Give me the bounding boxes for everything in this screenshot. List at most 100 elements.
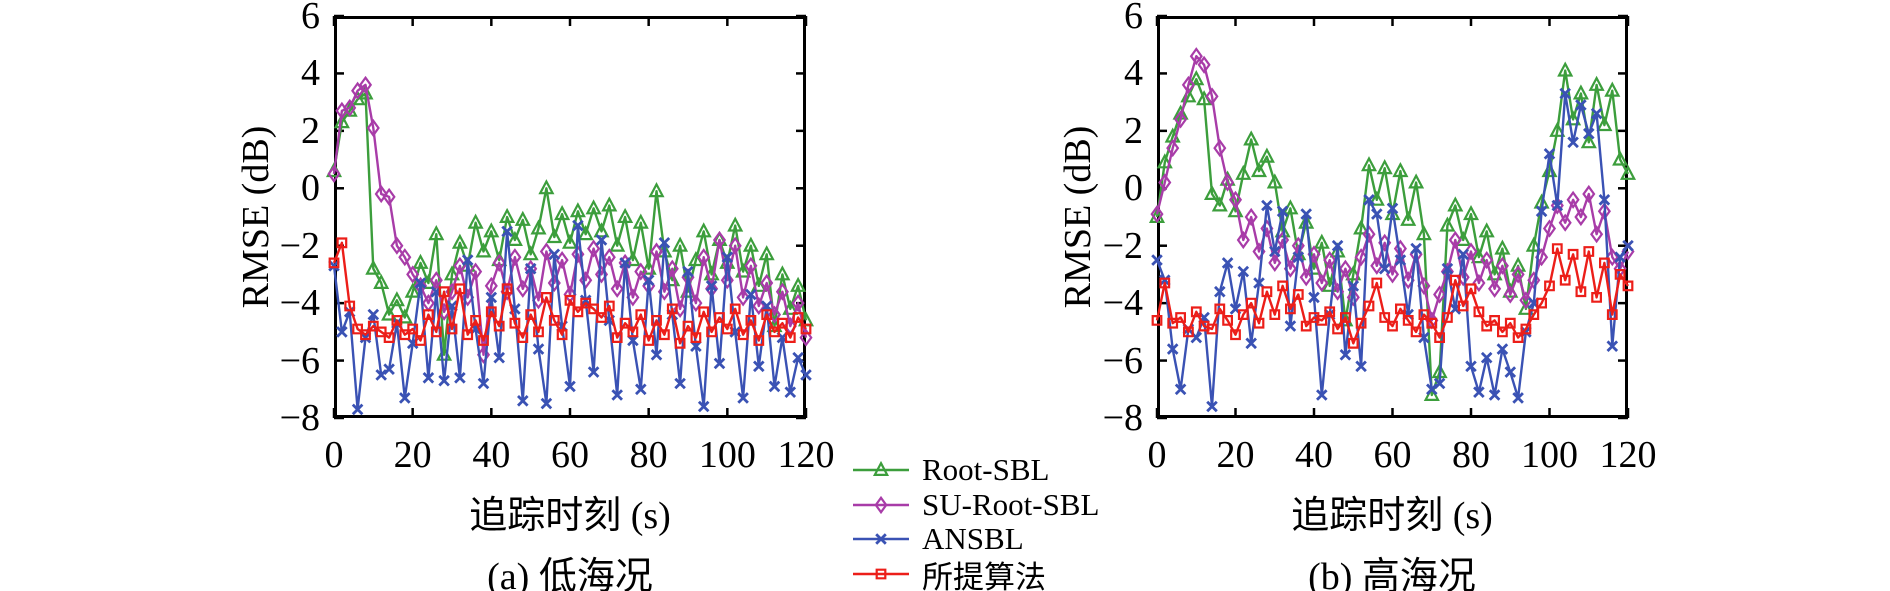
x-marker-icon: [1457, 248, 1469, 261]
square-marker-icon: [1245, 297, 1257, 309]
triangle-marker-icon: [1572, 84, 1589, 100]
y-tick-label: 2: [301, 109, 320, 152]
square-marker-icon: [446, 323, 458, 335]
square-marker-icon: [1598, 257, 1610, 269]
x-marker-icon: [1363, 194, 1375, 206]
x-marker-icon: [619, 257, 631, 269]
square-marker-icon: [391, 314, 403, 326]
x-tick-label: 80: [1452, 434, 1490, 476]
diamond-marker-icon: [689, 294, 703, 313]
square-marker-icon: [533, 326, 544, 338]
square-marker-icon: [745, 314, 757, 326]
x-marker-icon: [1559, 87, 1571, 100]
diamond-marker-icon: [1197, 55, 1211, 74]
x-marker-icon: [745, 288, 757, 301]
triangle-marker-icon: [1211, 196, 1228, 212]
square-marker-icon: [690, 332, 702, 344]
square-marker-icon: [1222, 314, 1233, 326]
diamond-marker-icon: [1189, 47, 1203, 66]
x-tick-label: 100: [1521, 434, 1578, 476]
diamond-marker-icon: [1221, 173, 1235, 192]
triangle-marker-icon: [514, 210, 531, 226]
diamond-marker-icon: [484, 276, 498, 295]
square-marker-icon: [509, 317, 521, 329]
square-marker-icon: [360, 329, 371, 341]
triangle-marker-icon: [695, 222, 712, 238]
square-marker-icon: [493, 320, 505, 332]
x-tick-label: 120: [1599, 434, 1657, 476]
x-marker-icon: [1276, 205, 1289, 218]
square-marker-icon: [1622, 280, 1634, 292]
square-marker-icon: [603, 300, 615, 312]
square-marker-icon: [596, 312, 607, 323]
x-marker-icon: [1221, 257, 1234, 269]
triangle-marker-icon: [1243, 130, 1260, 146]
square-marker-icon: [729, 303, 741, 315]
square-marker-icon: [706, 326, 718, 338]
legend-label-su-root-sbl: SU-Root-SBL: [922, 487, 1100, 522]
square-marker-icon: [721, 323, 733, 335]
x-marker-icon: [753, 360, 765, 373]
triangle-marker-icon: [1392, 161, 1409, 178]
square-marker-icon: [1567, 248, 1579, 260]
diamond-marker-icon: [1566, 190, 1580, 209]
square-marker-icon: [423, 309, 434, 321]
diamond-marker-icon: [1299, 268, 1313, 287]
square-marker-icon: [1339, 312, 1351, 323]
triangle-marker-icon: [499, 207, 516, 223]
series-ansbl: [1151, 87, 1634, 413]
series-line: [1155, 69, 1630, 397]
triangle-marker-icon: [1447, 196, 1464, 212]
square-marker-icon: [548, 314, 560, 326]
triangle-marker-icon: [365, 259, 382, 275]
series-所提算法: [1151, 243, 1634, 349]
x-marker-icon: [1567, 136, 1579, 149]
x-marker-icon: [1159, 274, 1171, 286]
x-marker-icon: [1284, 320, 1297, 332]
diamond-marker-icon: [1236, 230, 1250, 250]
diamond-marker-icon: [1590, 225, 1604, 244]
y-tick-label: 6: [1124, 0, 1143, 37]
square-marker-icon: [792, 312, 804, 323]
triangle-marker-icon: [1580, 133, 1597, 149]
square-marker-icon: [485, 306, 497, 318]
series-markers: [328, 237, 812, 349]
triangle-marker-icon: [790, 276, 807, 292]
legend-swatch-diamond-icon: [853, 495, 909, 515]
triangle-marker-icon: [381, 305, 398, 321]
y-tick-label: 0: [301, 167, 320, 210]
x-marker-icon: [1386, 202, 1399, 215]
y-tick-label: 2: [1124, 109, 1143, 152]
triangle-marker-icon: [475, 242, 492, 258]
square-marker-icon: [1214, 303, 1226, 315]
triangle-marker-icon: [1235, 164, 1252, 180]
triangle-marker-icon: [561, 233, 579, 249]
square-marker-icon: [1292, 289, 1304, 300]
triangle-marker-icon: [1298, 213, 1315, 229]
diamond-marker-icon: [390, 236, 404, 255]
square-marker-icon: [611, 332, 623, 344]
x-marker-icon: [1410, 242, 1422, 255]
legend-x-marker-icon: [875, 533, 887, 545]
diamond-marker-icon: [1205, 87, 1219, 106]
square-marker-icon: [462, 329, 474, 341]
square-marker-icon: [1512, 332, 1524, 344]
triangle-marker-icon: [1510, 256, 1527, 272]
triangle-marker-icon: [569, 202, 586, 218]
square-marker-icon: [1363, 300, 1375, 312]
x-marker-icon: [540, 397, 553, 410]
triangle-marker-icon: [538, 179, 555, 195]
diamond-marker-icon: [1448, 230, 1462, 250]
triangle-marker-icon: [451, 233, 468, 249]
x-marker-icon: [642, 274, 655, 286]
y-tick-label: −4: [1102, 282, 1143, 325]
square-marker-icon: [1355, 317, 1367, 329]
diamond-marker-icon: [508, 248, 522, 267]
square-marker-icon: [737, 329, 749, 341]
x-tick-label: 20: [393, 434, 432, 476]
diamond-marker-icon: [665, 259, 679, 278]
x-marker-icon: [1300, 208, 1312, 220]
square-marker-icon: [415, 335, 426, 346]
triangle-marker-icon: [672, 236, 689, 252]
